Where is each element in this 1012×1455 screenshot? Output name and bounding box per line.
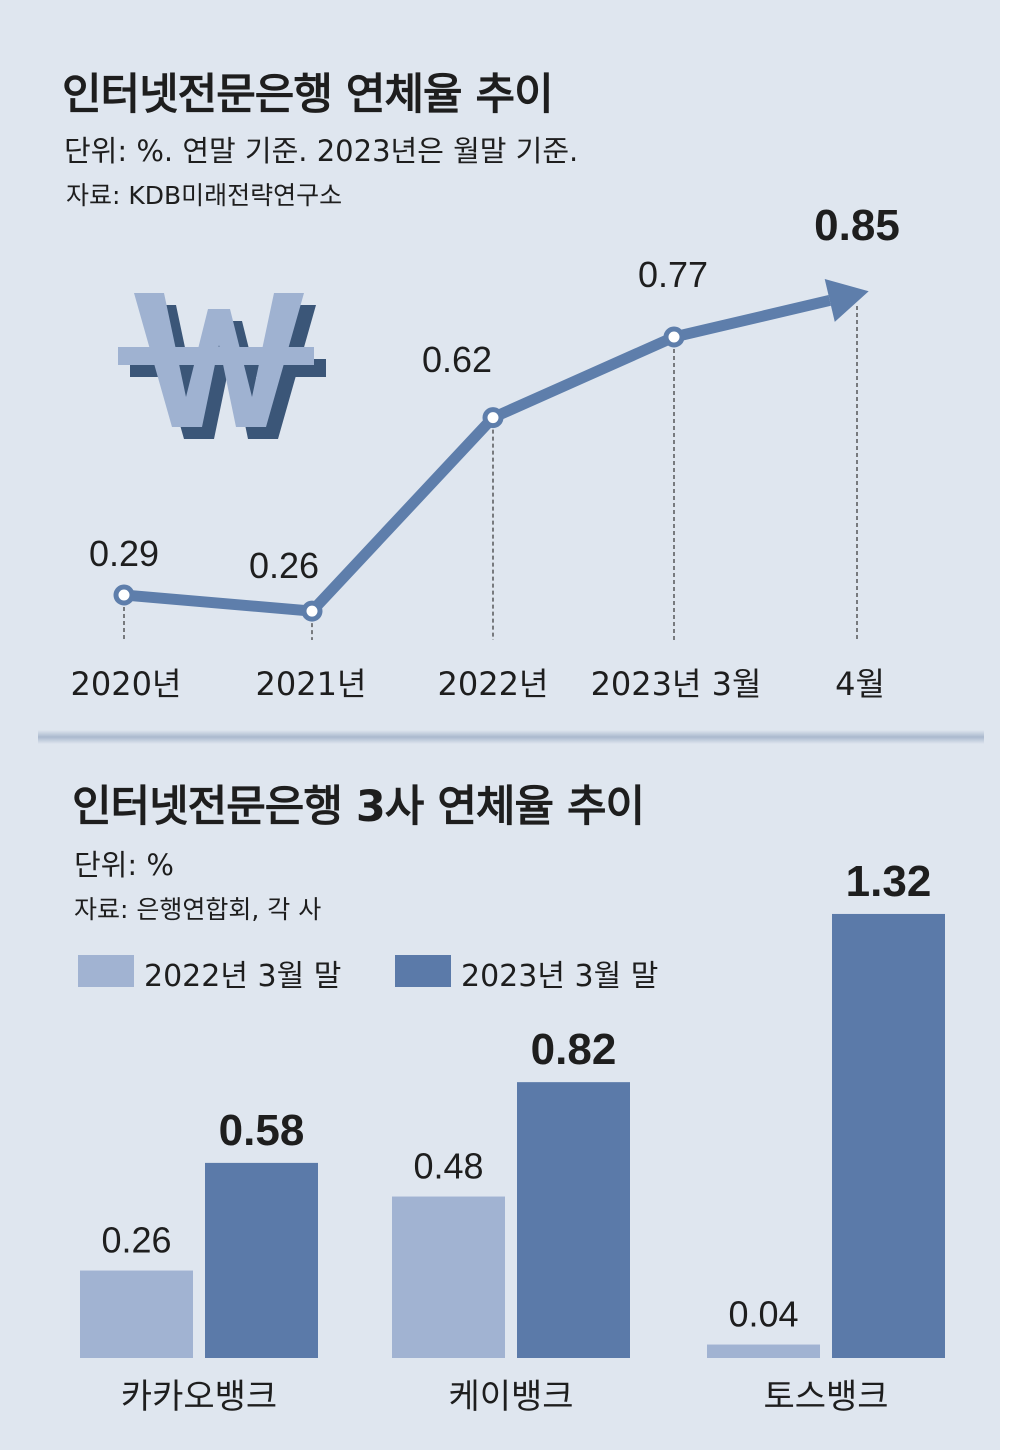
- bar-2-0: [707, 1344, 820, 1358]
- data-point-3: [663, 326, 685, 348]
- data-point-2: [482, 407, 504, 429]
- bar-2-1: [832, 913, 945, 1358]
- bar-chart-unit: 단위: %: [74, 848, 174, 882]
- section-divider: [38, 730, 984, 744]
- bar-0-0: [80, 1270, 193, 1358]
- value-label: 0.29: [89, 533, 159, 574]
- bar-value-label: 0.48: [413, 1146, 483, 1187]
- line-chart-unit: 단위: %. 연말 기준. 2023년은 월말 기준.: [64, 134, 579, 168]
- line-chart-source: 자료: KDB미래전략연구소: [66, 181, 343, 210]
- bar-value-label: 0.82: [531, 1025, 617, 1074]
- value-label: 0.26: [249, 545, 319, 586]
- category-label: 2020년: [71, 665, 182, 703]
- bank-label: 토스뱅크: [763, 1377, 888, 1417]
- legend-label-2023: 2023년 3월 말: [461, 959, 659, 994]
- line-chart-title: 인터넷전문은행 연체율 추이: [62, 70, 554, 120]
- legend-label-2022: 2022년 3월 말: [144, 959, 342, 994]
- bar-value-label: 0.04: [728, 1294, 798, 1335]
- bar-chart-source: 자료: 은행연합회, 각 사: [74, 895, 322, 924]
- category-label: 2022년: [438, 665, 549, 703]
- bar-value-label: 1.32: [846, 857, 932, 906]
- value-label: 0.62: [422, 339, 492, 380]
- category-label: 2023년 3월: [591, 665, 762, 703]
- bank-label: 케이뱅크: [448, 1377, 573, 1417]
- data-point-1: [301, 600, 323, 622]
- category-label: 4월: [835, 665, 885, 703]
- bank-label: 카카오뱅크: [121, 1377, 277, 1417]
- legend-swatch-2023: [395, 955, 451, 987]
- value-label: 0.77: [638, 254, 708, 295]
- bar-1-0: [392, 1196, 505, 1358]
- value-label: 0.85: [814, 201, 900, 250]
- bar-1-1: [517, 1082, 630, 1358]
- bar-value-label: 0.58: [219, 1106, 305, 1155]
- bar-value-label: 0.26: [101, 1220, 171, 1261]
- bar-0-1: [205, 1162, 318, 1358]
- legend-swatch-2022: [78, 955, 134, 987]
- category-label: 2021년: [256, 665, 367, 703]
- data-point-0: [113, 584, 135, 606]
- bar-chart-title: 인터넷전문은행 3사 연체율 추이: [72, 782, 645, 832]
- trend-arrowhead: [824, 278, 869, 322]
